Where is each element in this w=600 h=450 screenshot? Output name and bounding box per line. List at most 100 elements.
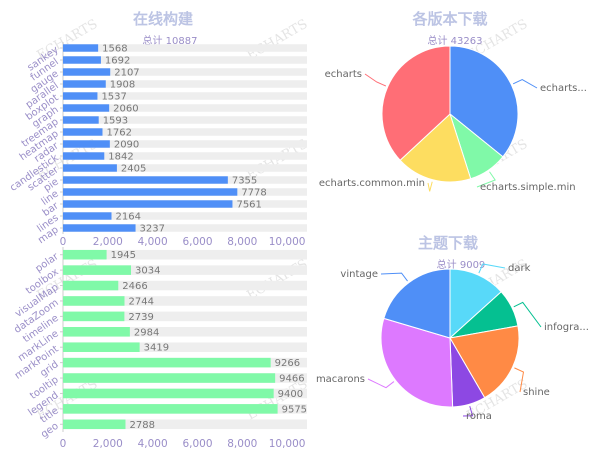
bar-value-label: 2984 xyxy=(134,327,159,338)
bar-value-label: 7778 xyxy=(241,188,266,199)
bar-background xyxy=(63,152,307,160)
bar-background xyxy=(63,68,307,76)
x-tick-label: 4,000 xyxy=(138,438,168,450)
bar-value-label: 3237 xyxy=(140,224,165,235)
theme-pie-title: 主题下载 xyxy=(418,234,478,252)
pie-label: echarts xyxy=(325,69,362,80)
bar xyxy=(63,152,105,160)
bar xyxy=(63,419,126,430)
bar xyxy=(63,327,130,337)
bar-background xyxy=(63,327,307,337)
bar xyxy=(63,280,119,291)
bar xyxy=(63,56,101,64)
pie-slice xyxy=(381,45,451,161)
bar xyxy=(63,188,238,196)
bar-value-label: 2405 xyxy=(121,164,146,175)
pie-label-line xyxy=(512,78,538,89)
x-tick-label: 2,000 xyxy=(93,438,123,450)
bar xyxy=(63,212,112,220)
pie-slice xyxy=(449,325,520,399)
bar xyxy=(63,373,276,383)
bar-background xyxy=(63,44,307,52)
bar-background xyxy=(63,296,307,306)
bar-value-label: 2164 xyxy=(115,212,140,223)
bar xyxy=(63,342,140,352)
pie-slice xyxy=(380,317,454,408)
pie-slice xyxy=(449,45,519,158)
pie-slice xyxy=(449,268,502,340)
bar-value-label: 2466 xyxy=(122,281,147,292)
bar-background xyxy=(63,128,307,136)
bar-background xyxy=(63,342,307,352)
x-tick-label: 8,000 xyxy=(227,438,257,450)
pie-label-line xyxy=(364,73,387,87)
theme-pie-chart: 主题下载 总计 9009 dark infogra... shine roma maca… xyxy=(316,234,589,422)
bar-value-label: 1842 xyxy=(108,152,133,163)
x-tick-label: 6,000 xyxy=(182,438,212,450)
bar-value-label: 2739 xyxy=(128,312,153,323)
x-tick-label: 10,000 xyxy=(269,438,306,450)
bar-background xyxy=(63,140,307,148)
bar-background xyxy=(63,419,307,430)
bar xyxy=(63,224,136,232)
bar-value-label: 1568 xyxy=(102,44,127,55)
bar-background xyxy=(63,116,307,124)
bar xyxy=(63,404,278,414)
bar xyxy=(63,164,117,172)
build-chart-title: 在线构建 xyxy=(133,10,194,28)
build-chart-subtitle: 总计 10887 xyxy=(143,34,198,47)
bar xyxy=(63,357,271,368)
bar-value-label: 1692 xyxy=(105,56,130,67)
bar xyxy=(63,249,107,260)
bar xyxy=(63,311,125,322)
bar-value-label: 1908 xyxy=(110,80,135,91)
x-tick-label: 2,000 xyxy=(93,236,123,248)
bar-value-label: 1593 xyxy=(103,116,128,127)
pie-label: roma xyxy=(466,411,492,422)
version-pie-title: 各版本下载 xyxy=(411,10,487,28)
x-tick-label: 0 xyxy=(60,438,67,450)
bar xyxy=(63,200,233,208)
bar-value-label: 7355 xyxy=(232,176,257,187)
bar-background xyxy=(63,249,307,260)
version-pie-chart: 各版本下载 总计 43263 echarts... echarts.simple.… xyxy=(319,10,587,193)
bar-background xyxy=(63,311,307,322)
pie-label-line xyxy=(427,181,433,192)
bar xyxy=(63,388,274,399)
x-tick-label: 8,000 xyxy=(227,236,257,248)
pie-label-line xyxy=(367,378,395,389)
bar xyxy=(63,116,99,124)
pie-label: dark xyxy=(508,263,531,274)
pie-label-line xyxy=(513,301,542,328)
theme-pie: dark infogra... shine roma macarons vintage xyxy=(316,263,589,422)
bar-value-label: 1945 xyxy=(111,250,136,261)
bar xyxy=(63,104,110,112)
pie-label: shine xyxy=(523,387,550,398)
x-tick-label: 10,000 xyxy=(269,236,306,248)
x-tick-label: 4,000 xyxy=(138,236,168,248)
bar-value-label: 9466 xyxy=(279,374,304,385)
bar xyxy=(63,296,125,306)
bar-value-label: 7561 xyxy=(236,200,261,211)
bar-value-label: 1762 xyxy=(106,128,131,139)
pie-label: vintage xyxy=(340,269,378,280)
bar-value-label: 2107 xyxy=(114,68,139,79)
bar-value-label: 2744 xyxy=(128,296,153,307)
bar-value-label: 3034 xyxy=(135,266,160,277)
bar xyxy=(63,92,98,100)
theme-pie-subtitle: 总计 9009 xyxy=(437,258,486,271)
pie-label: macarons xyxy=(316,374,365,385)
pie-label: infogra... xyxy=(544,322,589,333)
bar-value-label: 2090 xyxy=(114,140,139,151)
bar-background xyxy=(63,80,307,88)
bar xyxy=(63,128,103,136)
bar-value-label: 3419 xyxy=(144,343,169,354)
version-pie-subtitle: 总计 43263 xyxy=(428,34,483,47)
bar-background xyxy=(63,212,307,220)
bar-background xyxy=(63,164,307,172)
bar xyxy=(63,44,99,52)
